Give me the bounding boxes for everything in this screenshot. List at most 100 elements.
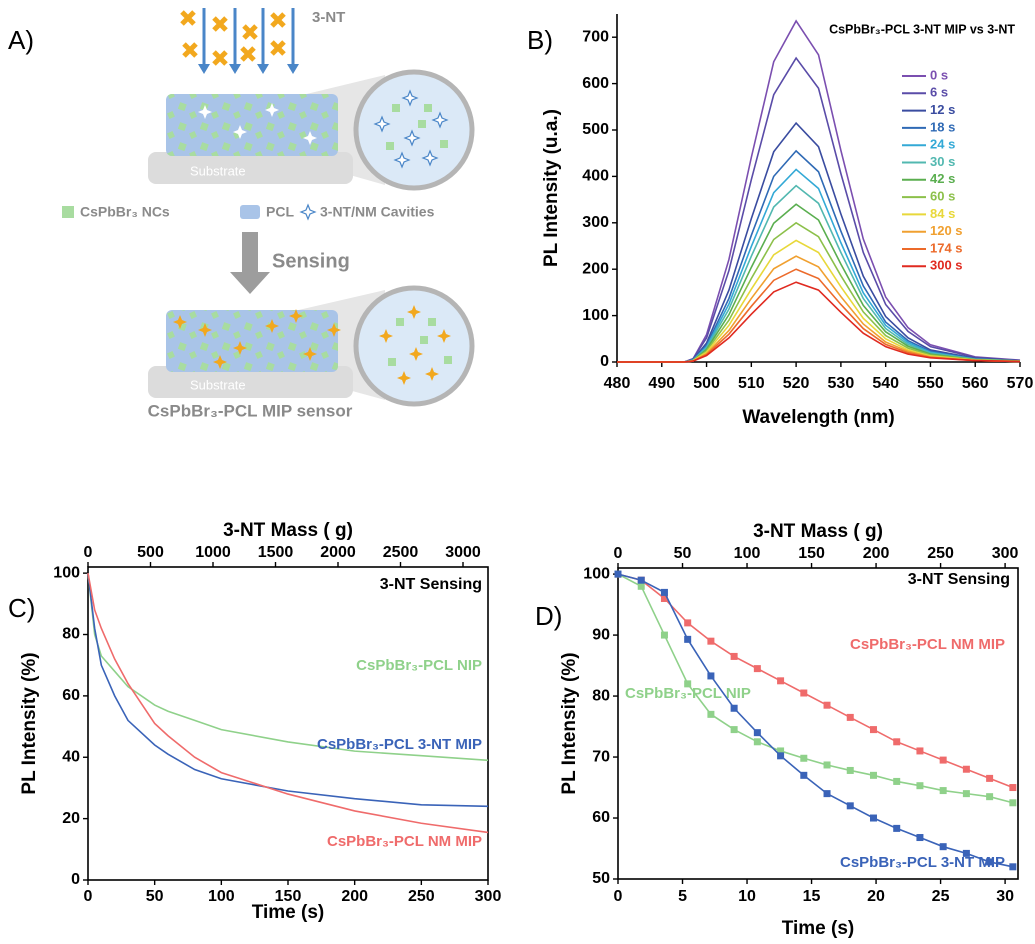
substrate-label: Substrate [190,163,246,178]
y-axis-label: PL Intensity (%) [19,652,40,794]
y-tick-label: 40 [62,748,80,765]
marker [893,777,901,785]
marker [777,677,785,685]
marker [962,849,970,857]
y-tick-label: 20 [62,810,80,827]
marker [777,752,785,760]
x2-tick-label: 2000 [320,544,356,561]
substrate [148,366,353,398]
x2-tick-label: 250 [927,545,954,562]
y-tick-label: 60 [592,809,610,826]
series-line [617,184,1021,363]
y-axis-label: PL Intensity (u.a.) [541,109,562,267]
x2-tick-label: 200 [863,545,890,562]
x-tick-label: 520 [783,375,810,392]
legend-label: 60 s [930,189,955,204]
x-tick-label: 5 [678,888,687,905]
legend-swatch [240,205,260,219]
marker [637,582,645,590]
nc-fill [166,94,338,156]
y-tick-label: 0 [71,871,80,888]
legend-label: 300 s [930,258,963,273]
marker [753,729,761,737]
x-tick-label: 500 [693,375,720,392]
x-tick-label: 100 [208,888,235,905]
y-tick-label: 70 [592,748,610,765]
marker [939,756,947,764]
x-tick-label: 200 [341,888,368,905]
series-line [617,149,1021,363]
y-tick-label: 700 [582,28,609,45]
x2-tick-label: 50 [674,545,692,562]
annotation: 3-NT Sensing [380,576,482,593]
panel-label: C) [8,593,35,623]
marker [962,765,970,773]
marker [846,713,854,721]
y-tick-label: 100 [582,307,609,324]
x-tick-label: 250 [408,888,435,905]
x2-tick-label: 2500 [383,544,419,561]
y-tick-label: 60 [62,687,80,704]
x-tick-label: 490 [648,375,675,392]
y-tick-label: 50 [592,870,610,887]
substrate [148,152,353,184]
legend-label: 174 s [930,240,963,255]
x2-tick-label: 150 [798,545,825,562]
series-line [617,573,1014,789]
x2-axis-label: 3-NT Mass ( g) [223,520,353,541]
series-line [617,19,1021,363]
marker [660,588,668,596]
y-tick-label: 80 [592,687,610,704]
marker [637,576,645,584]
x-tick-label: 20 [867,888,885,905]
x2-tick-label: 0 [84,544,93,561]
marker [986,774,994,782]
legend-label: 3-NT/NM Cavities [320,204,435,220]
legend-label: 120 s [930,223,963,238]
marker [846,766,854,774]
marker [684,635,692,643]
y-tick-label: 100 [53,564,80,581]
chart-title: CsPbBr₃-PCL 3-NT MIP vs 3-NT [829,22,1015,36]
arrows [202,8,295,66]
y-tick-label: 600 [582,75,609,92]
panel-label: B) [527,25,553,55]
series-label: CsPbBr₃-PCL NM MIP [327,833,482,850]
marker [800,754,808,762]
legend-label: 12 s [930,102,955,117]
marker [800,771,808,779]
marker [823,761,831,769]
marker [939,787,947,795]
y-axis-label: PL Intensity (%) [559,652,580,794]
plot-frame [617,567,1019,880]
x2-tick-label: 3000 [445,544,481,561]
x-axis-label: Wavelength (nm) [742,407,894,428]
legend-label: CsPbBr₃ NCs [80,204,170,220]
x-tick-label: 10 [738,888,756,905]
marker [707,672,715,680]
marker [730,652,738,660]
marker [939,843,947,851]
legend-label: 30 s [930,154,955,169]
y-tick-label: 90 [592,626,610,643]
x2-tick-label: 1000 [195,544,231,561]
marker [893,824,901,832]
marker [869,726,877,734]
marker [916,747,924,755]
series-line [617,573,1014,804]
marker [869,771,877,779]
legend-swatch [62,206,74,218]
y-tick-label: 80 [62,626,80,643]
marker [660,631,668,639]
series-line [617,56,1021,363]
arrow-heads [198,64,299,74]
marker [753,665,761,673]
zoom-circle [353,69,475,191]
x-tick-label: 570 [1007,375,1034,392]
series-label: CsPbBr₃-PCL NM MIP [850,636,1005,653]
x-tick-label: 50 [146,888,164,905]
series-label: CsPbBr₃-PCL NIP [625,685,751,702]
marker [614,570,622,578]
y-tick-label: 200 [582,260,609,277]
marker [893,738,901,746]
